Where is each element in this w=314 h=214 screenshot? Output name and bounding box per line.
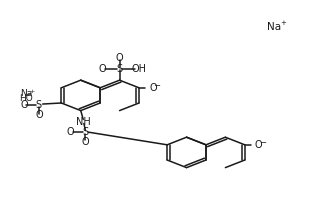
- Text: O: O: [116, 54, 123, 63]
- Text: −: −: [259, 138, 266, 147]
- Text: O: O: [99, 64, 106, 74]
- Text: Na: Na: [268, 22, 282, 32]
- Text: O: O: [20, 100, 28, 110]
- Text: HO: HO: [19, 94, 33, 103]
- Text: O: O: [35, 110, 43, 120]
- Text: +: +: [280, 20, 286, 26]
- Text: S: S: [116, 64, 123, 74]
- Text: S: S: [82, 127, 89, 137]
- Text: O: O: [82, 137, 89, 147]
- Text: O: O: [66, 127, 74, 137]
- Text: O: O: [149, 83, 157, 93]
- Text: S: S: [36, 100, 42, 110]
- Text: NH: NH: [77, 117, 91, 126]
- Text: −: −: [154, 81, 160, 90]
- Text: O: O: [255, 140, 263, 150]
- Text: OH: OH: [131, 64, 146, 74]
- Text: Na: Na: [20, 89, 32, 98]
- Text: +: +: [30, 89, 35, 94]
